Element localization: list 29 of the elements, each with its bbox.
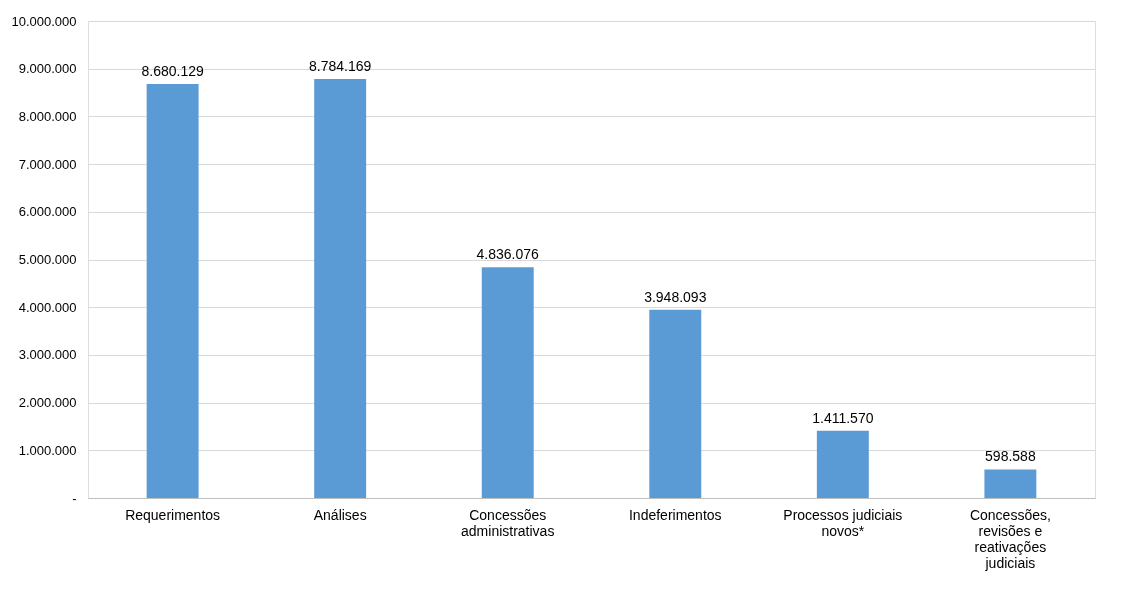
y-tick-label: 8.000.000 bbox=[18, 108, 77, 124]
bar bbox=[649, 309, 702, 498]
y-tick-label: 7.000.000 bbox=[18, 156, 77, 172]
data-label: 598.588 bbox=[985, 448, 1036, 465]
data-label: 4.836.076 bbox=[476, 246, 540, 263]
x-tick-label: Análises bbox=[313, 506, 367, 523]
data-label: 1.411.570 bbox=[812, 409, 874, 426]
x-tick-label: Requerimentos bbox=[125, 506, 221, 523]
bar bbox=[314, 79, 367, 498]
x-tick-label: Processos judiciais novos* bbox=[783, 506, 903, 539]
data-label: 8.680.129 bbox=[141, 62, 204, 79]
data-label: 8.784.169 bbox=[309, 58, 372, 74]
y-tick-label: 10.000.000 bbox=[11, 13, 77, 29]
y-tick-label: 9.000.000 bbox=[18, 61, 77, 77]
x-tick-label: Concessões administrativas bbox=[461, 506, 555, 539]
y-tick-label: - bbox=[72, 490, 77, 506]
bar bbox=[816, 430, 869, 498]
bar bbox=[481, 267, 534, 498]
y-tick-label: 6.000.000 bbox=[18, 204, 77, 220]
bar bbox=[146, 83, 199, 498]
bar bbox=[984, 469, 1037, 498]
y-tick-label: 1.000.000 bbox=[18, 442, 77, 458]
y-tick-label: 2.000.000 bbox=[18, 395, 77, 411]
x-tick-label: Concessões, revisões e reativações judiciais bbox=[969, 506, 1051, 571]
y-tick-label: 3.000.000 bbox=[18, 347, 77, 363]
y-tick-label: 4.000.000 bbox=[18, 299, 77, 315]
data-label: 3.948.093 bbox=[644, 288, 707, 305]
y-tick-label: 5.000.000 bbox=[18, 252, 77, 267]
x-tick-label: Indeferimentos bbox=[628, 506, 722, 523]
